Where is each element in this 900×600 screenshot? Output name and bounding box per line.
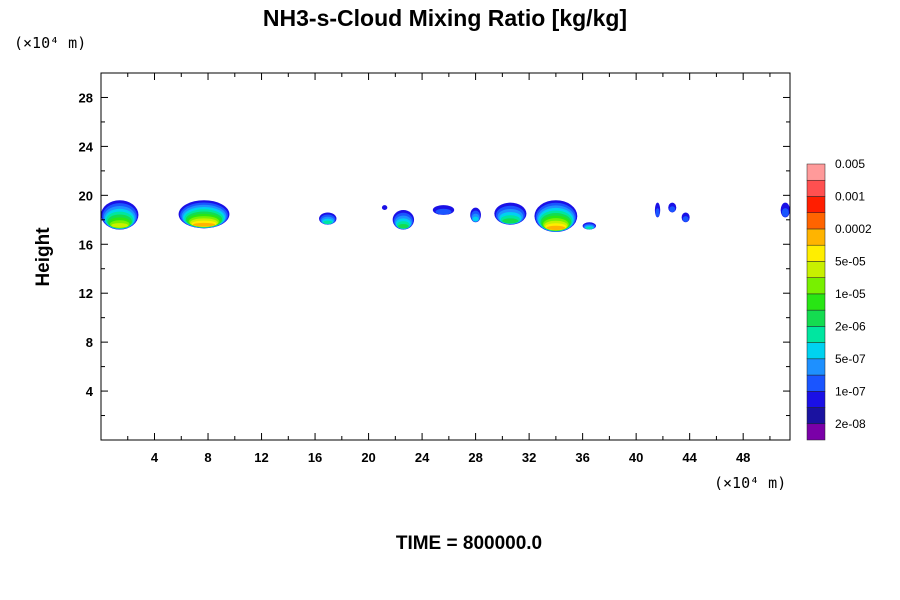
colorbar-swatch bbox=[806, 342, 826, 360]
cloud-contour bbox=[682, 216, 689, 222]
x-tick-label: 48 bbox=[736, 450, 750, 465]
colorbar-swatch bbox=[806, 326, 826, 343]
x-tick-label: 40 bbox=[629, 450, 643, 465]
cloud-blob bbox=[101, 200, 139, 230]
colorbar-label: 2e-08 bbox=[835, 417, 866, 431]
x-tick-labels: 4 8 12 16 20 24 28 32 36 40 44 48 bbox=[151, 450, 751, 465]
cloud-contour bbox=[655, 208, 660, 217]
y-tick-label: 16 bbox=[79, 237, 93, 252]
y-unit-label: (×10⁴ m) bbox=[14, 34, 86, 52]
cloud-blob bbox=[178, 200, 230, 229]
colorbar-swatch bbox=[806, 293, 826, 311]
colorbar-label: 5e-05 bbox=[835, 254, 866, 268]
x-tick-label: 20 bbox=[361, 450, 375, 465]
colorbar-swatch bbox=[806, 163, 826, 181]
colorbar-swatch bbox=[806, 179, 826, 197]
x-tick-label: 28 bbox=[468, 450, 482, 465]
colorbar-swatch bbox=[806, 244, 826, 262]
colorbar-swatch bbox=[806, 212, 826, 230]
cloud-blob bbox=[432, 205, 455, 215]
time-label: TIME = 800000.0 bbox=[396, 533, 542, 554]
x-tick-label: 24 bbox=[415, 450, 430, 465]
cloud-contour bbox=[111, 223, 129, 228]
x-tick-label: 8 bbox=[204, 450, 211, 465]
colorbar-swatch bbox=[806, 309, 826, 327]
colorbar-swatch bbox=[806, 261, 826, 278]
cloud-blob bbox=[470, 207, 481, 223]
x-tick-label: 12 bbox=[254, 450, 268, 465]
cloud-contour bbox=[585, 227, 593, 230]
cloud-contour bbox=[398, 223, 409, 229]
cloud-contour bbox=[323, 220, 333, 225]
cloud-blob bbox=[681, 212, 690, 223]
y-tick-label: 24 bbox=[79, 139, 94, 154]
y-tick-label: 8 bbox=[86, 335, 93, 350]
cloud-blob bbox=[319, 212, 337, 225]
colorbar-swatch bbox=[806, 374, 826, 392]
colorbar-swatch bbox=[806, 228, 826, 246]
chart-title: NH3-s-Cloud Mixing Ratio [kg/kg] bbox=[263, 5, 627, 31]
cloud-blob bbox=[654, 202, 661, 218]
cloud-contour bbox=[546, 225, 566, 230]
colorbar-swatch bbox=[806, 423, 826, 441]
colorbar-label: 0.0002 bbox=[835, 222, 872, 236]
cloud-blob bbox=[582, 222, 597, 230]
colorbar-swatch bbox=[806, 391, 826, 408]
x-tick-label: 32 bbox=[522, 450, 536, 465]
cloud-contour bbox=[435, 208, 452, 215]
y-tick-labels: 4 8 12 16 20 24 28 bbox=[79, 90, 94, 399]
colorbar-label: 0.001 bbox=[835, 189, 865, 203]
colorbar-swatch bbox=[806, 407, 826, 425]
colorbar-swatch bbox=[806, 358, 826, 376]
y-axis-label: Height bbox=[33, 227, 54, 287]
x-tick-label: 16 bbox=[308, 450, 322, 465]
x-unit-label: (×10⁴ m) bbox=[714, 474, 786, 492]
x-tick-label: 44 bbox=[682, 450, 697, 465]
cloud-contour bbox=[472, 216, 479, 222]
colorbar: 2e-08 1e-07 5e-07 2e-06 1e-05 5e-05 0.0002 0.00… bbox=[806, 157, 872, 441]
cloud-contour bbox=[502, 218, 519, 224]
cloud-blob bbox=[668, 202, 677, 213]
cloud-blob bbox=[392, 210, 415, 230]
cloud-contour bbox=[381, 205, 388, 211]
colorbar-label: 2e-06 bbox=[835, 319, 866, 333]
plot-area bbox=[101, 73, 790, 440]
x-tick-label: 36 bbox=[575, 450, 589, 465]
y-tick-label: 4 bbox=[86, 384, 94, 399]
colorbar-label: 0.005 bbox=[835, 157, 865, 171]
colorbar-swatch bbox=[806, 196, 826, 213]
cloud-field bbox=[101, 200, 790, 233]
y-tick-label: 28 bbox=[79, 90, 93, 105]
cloud-blob bbox=[381, 205, 388, 211]
cloud-blob bbox=[534, 200, 578, 233]
plot-frame bbox=[100, 72, 791, 441]
colorbar-swatch bbox=[806, 277, 826, 295]
x-tick-label: 4 bbox=[151, 450, 159, 465]
cloud-blob bbox=[780, 202, 790, 218]
axis-ticks bbox=[101, 73, 790, 440]
cloud-contour bbox=[192, 222, 216, 227]
cloud-blob bbox=[494, 202, 527, 225]
y-tick-label: 20 bbox=[79, 188, 93, 203]
colorbar-label: 1e-05 bbox=[835, 287, 866, 301]
colorbar-label: 5e-07 bbox=[835, 352, 866, 366]
y-tick-label: 12 bbox=[79, 286, 93, 301]
cloud-contour bbox=[781, 208, 789, 217]
cloud-contour bbox=[669, 206, 676, 213]
colorbar-label: 1e-07 bbox=[835, 384, 866, 398]
